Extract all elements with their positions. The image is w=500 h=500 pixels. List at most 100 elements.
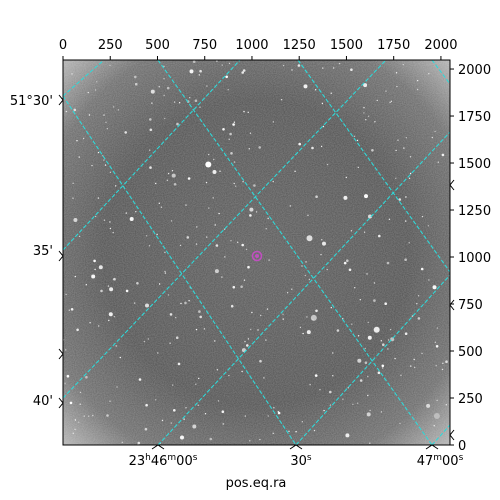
star — [385, 90, 387, 92]
star — [400, 374, 402, 376]
star — [282, 313, 284, 315]
star — [346, 259, 349, 263]
star — [134, 82, 138, 86]
star — [333, 67, 335, 69]
star — [431, 136, 433, 139]
star — [382, 343, 385, 347]
star — [420, 267, 424, 271]
star — [129, 217, 134, 221]
grid-line — [63, 60, 241, 251]
star — [364, 361, 368, 365]
star — [161, 419, 164, 422]
star — [158, 86, 160, 88]
star — [148, 245, 151, 247]
star — [66, 374, 70, 378]
star — [251, 311, 253, 314]
target-marker-core — [255, 254, 259, 258]
grid-line — [157, 60, 433, 445]
star — [178, 102, 181, 104]
star — [315, 195, 318, 198]
top-tick-label: 2000 — [424, 38, 457, 53]
star — [64, 382, 66, 385]
star — [395, 72, 398, 74]
star — [163, 65, 165, 68]
star — [351, 323, 353, 325]
star — [280, 99, 283, 101]
star — [175, 336, 179, 340]
star — [369, 409, 371, 412]
star — [408, 177, 411, 179]
star — [352, 403, 354, 405]
star — [277, 411, 279, 413]
star — [173, 101, 176, 103]
star — [88, 415, 90, 417]
star — [100, 289, 103, 293]
star — [304, 274, 306, 277]
star — [247, 338, 250, 340]
star — [103, 159, 105, 161]
star — [144, 427, 148, 431]
grid-line — [431, 60, 450, 85]
star — [363, 107, 365, 109]
star — [97, 151, 100, 154]
star — [72, 182, 74, 184]
star — [73, 218, 78, 222]
star — [180, 435, 184, 440]
star — [250, 328, 252, 331]
star — [308, 278, 311, 281]
star — [416, 79, 419, 82]
top-tick-label: 1000 — [235, 38, 268, 53]
star — [373, 299, 376, 302]
star — [445, 404, 447, 406]
star — [357, 166, 359, 169]
star — [94, 268, 96, 271]
star — [408, 242, 410, 244]
sky-image — [63, 60, 450, 445]
star — [195, 328, 198, 331]
star — [79, 391, 82, 394]
star — [403, 147, 405, 149]
star — [338, 62, 341, 65]
star — [164, 251, 166, 253]
star — [373, 326, 380, 333]
star — [356, 139, 359, 142]
star — [228, 62, 231, 65]
star — [282, 318, 284, 320]
star — [249, 440, 251, 442]
right-tick-label: 1250 — [458, 204, 491, 219]
star — [185, 204, 187, 206]
star — [185, 407, 187, 409]
star — [313, 429, 316, 432]
star — [343, 261, 347, 265]
star — [247, 111, 249, 114]
star — [367, 321, 369, 324]
star — [221, 276, 223, 278]
star — [230, 304, 234, 308]
star — [214, 340, 216, 342]
star — [78, 235, 81, 238]
star — [382, 367, 384, 369]
star — [79, 403, 81, 405]
star — [314, 374, 318, 377]
star — [404, 332, 408, 336]
star — [212, 170, 217, 174]
dec-tick-label: 51°30' — [10, 94, 53, 109]
star — [213, 158, 215, 161]
star — [73, 108, 77, 112]
star — [247, 265, 250, 269]
star — [88, 114, 91, 116]
star — [222, 423, 224, 425]
star — [195, 383, 197, 385]
star — [134, 302, 136, 304]
grid-line — [431, 424, 450, 445]
star — [301, 421, 303, 423]
star — [320, 253, 322, 256]
star — [428, 279, 430, 281]
star — [219, 170, 221, 172]
star — [145, 235, 148, 237]
star — [330, 307, 332, 309]
top-tick-label: 750 — [192, 38, 217, 53]
star — [167, 172, 170, 175]
star — [70, 308, 74, 311]
star — [432, 285, 437, 290]
